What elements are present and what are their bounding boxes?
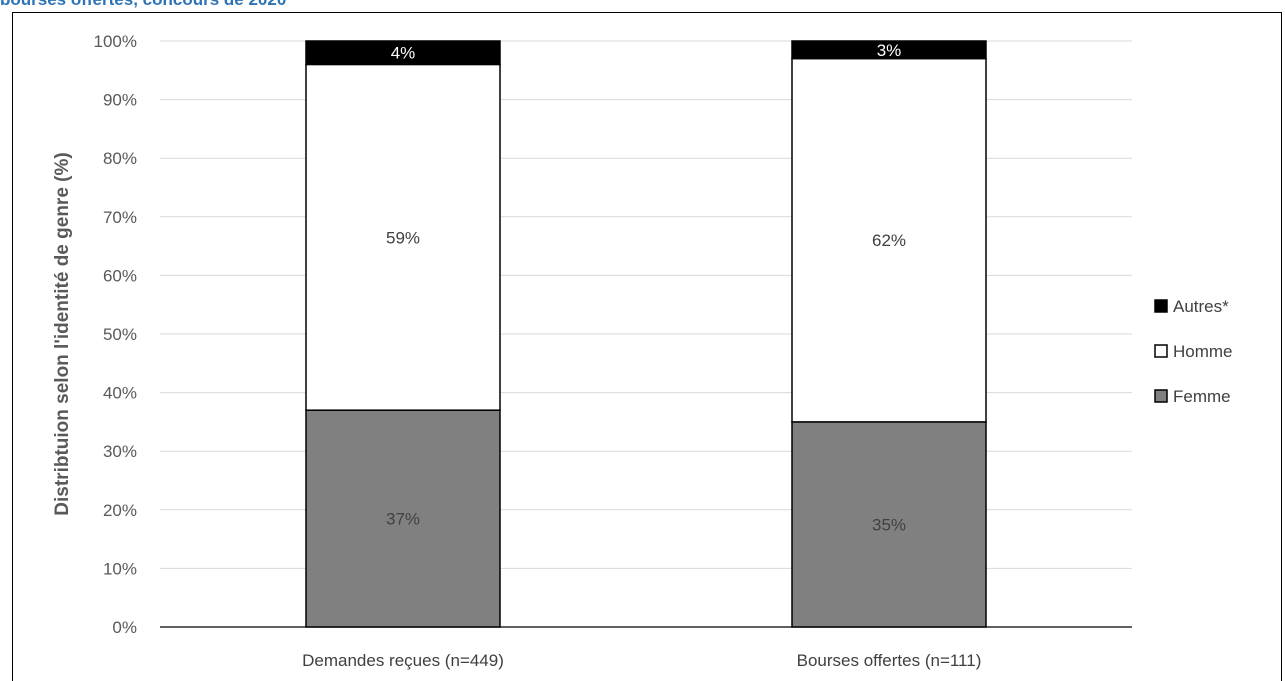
y-axis-label: Distribtuion selon l'identité de genre (… — [52, 152, 73, 515]
bar-segment-femme — [305, 409, 501, 628]
y-tick-label: 80% — [103, 149, 137, 168]
y-axis-ticks: 0% 10% 20% 30% 40% 50% 60% 70% 80% 90% 100% — [94, 32, 137, 637]
bar-segment-homme — [305, 63, 501, 411]
bar-segment-autres — [305, 40, 501, 66]
y-tick-label: 0% — [112, 618, 137, 637]
y-tick-label: 100% — [94, 32, 137, 51]
legend-swatch — [1154, 299, 1168, 313]
y-tick-label: 90% — [103, 91, 137, 110]
bar-segment-autres — [791, 40, 987, 60]
data-label: 3% — [877, 41, 902, 60]
data-label: 37% — [386, 510, 420, 529]
legend-swatch — [1154, 389, 1168, 403]
y-tick-label: 10% — [103, 559, 137, 578]
legend-swatch — [1154, 344, 1168, 358]
data-label: 35% — [872, 515, 906, 534]
bars — [305, 40, 987, 628]
y-tick-label: 70% — [103, 208, 137, 227]
chart-frame — [12, 12, 1282, 681]
y-tick-label: 30% — [103, 442, 137, 461]
legend-label: Homme — [1173, 342, 1233, 361]
y-tick-label: 40% — [103, 384, 137, 403]
chart-heading: bourses offertes, concours de 2020 — [0, 0, 286, 12]
y-tick-label: 60% — [103, 266, 137, 285]
legend-label: Femme — [1173, 387, 1231, 406]
y-tick-label: 50% — [103, 325, 137, 344]
x-category-label: Bourses offertes (n=111) — [797, 651, 982, 670]
data-label: 4% — [391, 44, 416, 63]
legend-label: Autres* — [1173, 297, 1229, 316]
y-tick-label: 20% — [103, 501, 137, 520]
data-label: 59% — [386, 228, 420, 247]
bar-segment-homme — [791, 57, 987, 423]
data-labels: 37% 59% 4% 35% 62% 3% — [386, 41, 906, 535]
x-category-label: Demandes reçues (n=449) — [302, 651, 504, 670]
legend: Autres* Homme Femme — [1154, 297, 1233, 406]
data-label: 62% — [872, 231, 906, 250]
x-axis-categories: Demandes reçues (n=449) Bourses offertes … — [302, 651, 981, 670]
